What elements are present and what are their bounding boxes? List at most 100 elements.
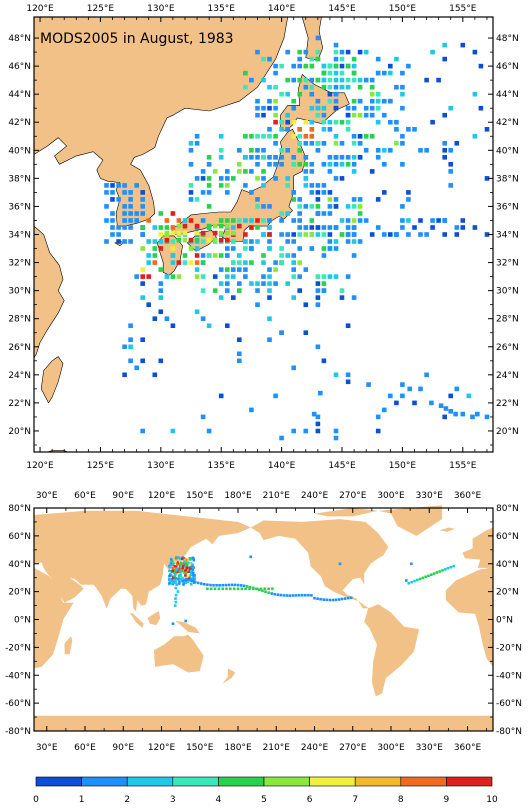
- observation-cell: [357, 77, 363, 83]
- observation-cell: [273, 70, 278, 76]
- observation-cell: [279, 260, 284, 265]
- observation-cell: [152, 372, 158, 378]
- observation-cell: [188, 197, 194, 202]
- observation-cell: [182, 230, 188, 236]
- observation-cell: [351, 253, 357, 258]
- observation-cell: [231, 246, 236, 251]
- observation-cell: [225, 237, 230, 243]
- observation-cell: [212, 237, 218, 243]
- observation-cell: [285, 119, 290, 125]
- observation-cell: [442, 155, 447, 160]
- observation-cell: [184, 571, 187, 575]
- observation-cell: [315, 148, 321, 153]
- observation-cell: [164, 218, 170, 223]
- observation-cell: [255, 288, 260, 293]
- world-lat-label-left: 20°N: [8, 588, 31, 598]
- observation-cell: [315, 421, 321, 427]
- observation-cell: [273, 63, 278, 69]
- observation-cell: [410, 562, 413, 566]
- observation-cell: [255, 155, 260, 160]
- world-lon-label-top: 30°E: [36, 491, 58, 501]
- observation-cell: [255, 49, 260, 55]
- observation-cell: [375, 428, 381, 434]
- observation-cell: [164, 237, 170, 243]
- observation-cell: [303, 63, 309, 69]
- observation-cell: [170, 211, 176, 216]
- observation-cell: [188, 563, 192, 566]
- observation-cell: [343, 597, 347, 600]
- observation-cell: [432, 572, 436, 575]
- observation-cell: [267, 155, 272, 160]
- observation-cell: [315, 105, 321, 111]
- observation-cell: [184, 574, 187, 577]
- observation-cell: [187, 578, 190, 581]
- top-map-lon-label-bottom: 155°E: [449, 461, 477, 471]
- observation-cell: [448, 148, 453, 153]
- observation-cell: [328, 598, 332, 602]
- world-lat-label-right: -40°N: [496, 671, 522, 681]
- observation-cell: [357, 155, 363, 160]
- observation-cell: [400, 70, 405, 76]
- observation-cell: [206, 323, 212, 328]
- observation-cell: [200, 169, 206, 174]
- observation-cell: [443, 406, 449, 411]
- observation-cell: [331, 598, 335, 602]
- observation-cell: [140, 211, 145, 216]
- observation-cell: [243, 274, 248, 279]
- land-arctic-islands: [314, 508, 379, 517]
- observation-cell: [388, 232, 393, 237]
- observation-cell: [333, 134, 339, 139]
- observation-cell: [187, 576, 191, 579]
- observation-cell: [291, 267, 296, 272]
- observation-cell: [333, 84, 339, 90]
- observation-cell: [430, 218, 435, 223]
- observation-cell: [345, 63, 351, 69]
- observation-cell: [442, 232, 447, 237]
- observation-cell: [345, 105, 351, 111]
- observation-cell: [273, 162, 278, 167]
- observation-cell: [182, 218, 188, 223]
- colorbar-label: 5: [261, 795, 267, 805]
- observation-cell: [243, 70, 248, 76]
- world-lon-label-bottom: 120°E: [148, 743, 176, 753]
- observation-cell: [218, 218, 224, 223]
- observation-cell: [363, 218, 369, 223]
- observation-cell: [237, 351, 242, 357]
- observation-cell: [279, 148, 284, 153]
- observation-cell: [309, 218, 315, 223]
- observation-cell: [369, 77, 375, 83]
- observation-cell: [140, 295, 145, 300]
- observation-cell: [322, 598, 325, 601]
- observation-cell: [327, 239, 333, 244]
- land-new-guinea: [175, 620, 200, 634]
- top-map-lat-label-right: 20°N: [496, 427, 519, 437]
- observation-cell: [430, 225, 435, 230]
- observation-cell: [158, 281, 164, 286]
- observation-cell: [388, 393, 393, 399]
- observation-cell: [261, 112, 266, 118]
- observation-cell: [188, 162, 194, 167]
- observation-cell: [261, 274, 266, 279]
- observation-cell: [206, 428, 212, 434]
- observation-cell: [315, 141, 321, 146]
- observation-cell: [460, 225, 466, 230]
- observation-cell: [273, 84, 278, 90]
- observation-cell: [345, 84, 351, 90]
- observation-cell: [178, 570, 182, 573]
- observation-cell: [327, 77, 333, 83]
- observation-cell: [177, 582, 181, 585]
- observation-cell: [327, 155, 333, 160]
- observation-cell: [291, 134, 296, 139]
- observation-cell: [152, 246, 158, 251]
- observation-cell: [315, 190, 321, 195]
- observation-cell: [170, 225, 176, 230]
- observation-cell: [291, 295, 296, 300]
- observation-cell: [249, 225, 254, 230]
- observation-cell: [231, 274, 236, 279]
- observation-cell: [188, 141, 194, 146]
- observation-cell: [261, 105, 266, 111]
- observation-cell: [236, 587, 240, 591]
- observation-cell: [357, 98, 363, 104]
- observation-cell: [170, 323, 176, 328]
- observation-cell: [375, 197, 381, 202]
